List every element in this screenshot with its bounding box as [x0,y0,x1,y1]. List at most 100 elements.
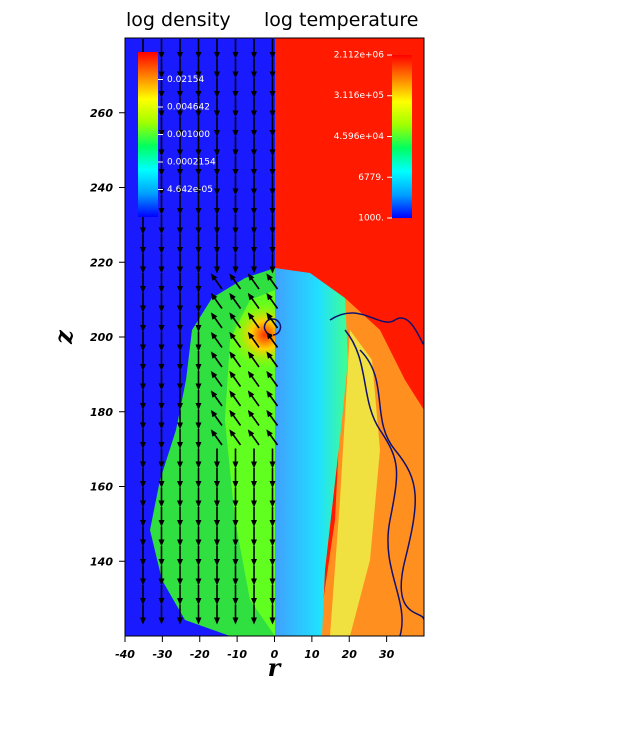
arrow-head [214,461,220,469]
arrow-head [195,325,202,332]
arrow-head [232,71,239,79]
arrow-head [214,52,220,59]
arrow-head [232,52,239,59]
arrow-head [195,52,202,59]
arrow-head [195,110,202,118]
arrow-head [247,409,255,418]
arrow-head [266,331,273,340]
arrow-head [195,130,202,137]
arrow-head [210,312,218,320]
arrow-head [177,442,183,449]
arrow-head [177,344,183,352]
arrow-head [229,390,236,398]
arrow-head [251,91,257,98]
arrow-head [177,500,183,508]
arrow-head [158,383,165,391]
arrow-head [177,364,183,371]
arrow-head [214,266,220,274]
arrow-head [251,188,257,196]
arrow-head [251,481,257,488]
arrow-head [210,273,218,281]
y-tick-label: 240 [90,182,113,195]
arrow-head [269,481,276,488]
arrow-head [158,422,165,430]
arrow-head [251,266,257,274]
arrow-head [158,91,165,98]
arrow-head [269,110,276,118]
arrow-head [158,461,165,469]
arrow-head [232,227,239,235]
x-tick-label: 10 [304,648,320,661]
arrow-head [195,539,202,547]
arrow-head [158,188,165,196]
arrow-head [269,208,276,215]
arrow-head [195,266,202,274]
arrow-head [195,442,202,449]
arrow-head [232,461,239,469]
arrow-head [251,149,257,157]
arrow-head [269,169,276,176]
arrow-head [232,188,239,196]
arrow-head [214,71,220,79]
arrow-head [177,598,183,605]
arrow-head [251,227,257,235]
arrow-head [140,539,146,547]
arrow-head [158,598,165,605]
x-tick-label: -40 [115,648,135,661]
arrow-head [177,325,183,332]
arrow-head [251,520,257,527]
colorbar-label: 6779. [358,173,384,183]
arrow-head [269,227,276,235]
arrow-head [251,208,257,215]
arrow-head [251,130,257,137]
arrow-head [269,91,276,98]
arrow-head [158,71,165,79]
x-tick-label: 20 [342,648,358,661]
arrow-head [214,247,220,254]
arrow-head [158,500,165,508]
arrow-head [247,370,255,379]
arrow-head [140,422,146,430]
x-tick-label: -20 [190,648,210,661]
x-axis-label: r [268,653,283,682]
y-tick-label: 160 [90,481,113,494]
arrow-head [177,422,183,430]
arrow-head [229,370,236,379]
arrow-head [214,91,220,98]
arrow-head [158,578,165,586]
arrow-head [195,383,202,391]
arrow-head [210,370,218,379]
arrow-head [140,500,146,508]
arrow-head [140,598,146,605]
arrow-head [158,539,165,547]
arrow-head [247,292,255,301]
arrow-head [140,227,146,235]
arrow-head [195,403,202,410]
arrow-head [140,578,146,586]
arrow-head [177,71,183,79]
arrow-head [232,110,239,118]
arrow-head [210,292,218,301]
arrow-head [158,266,165,274]
arrow-head [195,598,202,605]
arrow-head [269,500,276,508]
title: log density [126,9,231,31]
arrow-head [214,208,220,215]
arrow-head [140,247,146,254]
arrow-head [158,559,165,566]
arrow-head [158,305,165,313]
arrow-head [247,331,255,340]
arrow-head [266,409,273,418]
arrow-head [232,130,239,137]
arrow-head [195,364,202,371]
arrow-head [210,409,218,418]
arrow-head [195,91,202,98]
colorbar-label: 3.116e+05 [334,91,384,101]
arrow-head [177,481,183,488]
arrow-head [158,617,165,625]
arrow-head [140,325,146,332]
arrow-head [251,52,257,59]
arrow-head [247,390,255,398]
arrow-head [177,305,183,313]
